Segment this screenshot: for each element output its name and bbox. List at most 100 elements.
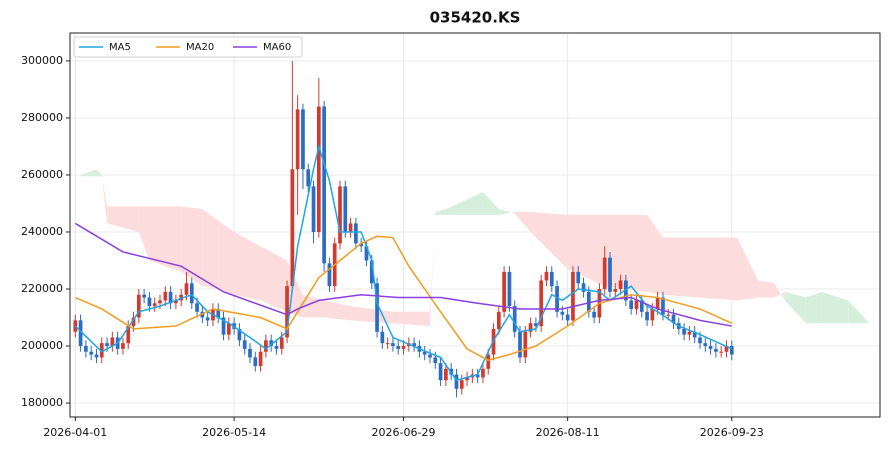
cloud-segment: [567, 214, 605, 287]
cloud-segment: [96, 169, 102, 177]
candle-body: [629, 300, 634, 309]
cloud-segment: [392, 311, 430, 327]
candle-body: [375, 283, 379, 332]
candle-body: [613, 289, 618, 292]
candle-body: [412, 343, 416, 347]
candle-body: [428, 354, 432, 358]
candle-body: [158, 300, 162, 304]
candle-body: [724, 346, 729, 352]
candle-body: [586, 291, 591, 312]
candle-body: [147, 297, 152, 307]
candle-body: [444, 368, 448, 381]
legend-label: MA20: [186, 42, 214, 53]
candle-body: [237, 328, 242, 341]
candle-body: [560, 311, 565, 315]
candle-body: [364, 246, 369, 261]
cloud-segment: [324, 300, 351, 321]
cloud-segment: [848, 300, 870, 324]
cloud-segment: [514, 212, 531, 232]
candle-body: [481, 368, 485, 378]
candle-body: [274, 346, 279, 349]
candle-body: [661, 297, 665, 315]
candle-body: [264, 340, 268, 352]
cloud-segment: [737, 237, 759, 301]
cloud-segment: [445, 192, 483, 215]
candle-body: [555, 286, 559, 312]
cloud-segment: [218, 220, 235, 295]
candle-body: [507, 271, 512, 307]
cloud-segment: [482, 192, 499, 215]
candle-body: [174, 300, 178, 304]
ma-line: [74, 235, 733, 362]
candle-body: [549, 271, 554, 287]
legend-box: [73, 36, 303, 58]
candle-body: [703, 343, 708, 347]
candle-body: [639, 300, 644, 312]
candle-body: [73, 320, 78, 332]
cloud-segment: [604, 214, 648, 292]
cloud-segment: [101, 174, 108, 224]
candle-body: [285, 286, 289, 338]
candle-body: [539, 280, 544, 327]
candle-body: [655, 297, 660, 309]
candle-body: [671, 314, 676, 324]
candle-body: [126, 326, 131, 344]
candle-body: [205, 317, 210, 321]
candle-body: [544, 271, 549, 281]
candle-body: [226, 323, 231, 335]
candle-body: [179, 294, 184, 301]
candle-body: [311, 186, 316, 232]
candle-body: [634, 300, 639, 309]
candle-body: [184, 283, 189, 295]
legend-label: MA5: [109, 42, 131, 53]
candle-body: [142, 294, 146, 298]
candle-body: [131, 317, 136, 327]
candle-body: [608, 257, 612, 292]
x-tick-label: 2026-04-01: [43, 426, 107, 439]
candle-body: [391, 343, 395, 347]
cloud-segment: [430, 212, 436, 327]
candle-body: [486, 354, 491, 369]
cloud-segment: [647, 214, 663, 295]
cloud-segment: [784, 291, 806, 324]
candle-body: [687, 331, 692, 335]
candle-body: [385, 343, 390, 345]
candle-body: [576, 271, 581, 284]
cloud-layer: [80, 169, 870, 327]
candle-body: [306, 169, 311, 187]
cloud-segment: [498, 209, 515, 215]
line-layer: [74, 143, 733, 382]
ma-line: [74, 222, 732, 327]
candle-body: [316, 106, 321, 232]
cloud-segment: [435, 209, 446, 215]
candle-body: [253, 357, 258, 366]
candle-body: [666, 314, 671, 316]
candle-body: [78, 320, 83, 347]
candle-body: [396, 346, 401, 349]
candle-body: [465, 377, 469, 381]
candle-body: [698, 337, 702, 344]
cloud-segment: [821, 291, 849, 324]
candle-body: [518, 331, 522, 358]
candle-body: [602, 257, 607, 289]
candle-body: [459, 380, 464, 389]
candle-body: [343, 186, 348, 232]
candle-body: [433, 357, 438, 364]
chart-title: 035420.KS: [430, 9, 521, 27]
candle-body: [401, 346, 406, 349]
candle-body: [592, 311, 596, 318]
y-tick-label: 300000: [21, 54, 63, 67]
candle-body: [168, 291, 173, 304]
candle-body: [565, 314, 570, 321]
candle-body: [714, 348, 718, 352]
candle-body: [534, 323, 538, 327]
candle-body: [369, 260, 374, 284]
plot-frame: [69, 32, 881, 418]
cloud-segment: [107, 206, 139, 232]
candle-body: [348, 223, 353, 232]
candle-body: [121, 343, 125, 349]
candle-body: [719, 351, 724, 353]
cloud-segment: [234, 231, 261, 301]
cloud-segment: [350, 306, 393, 324]
candle-body: [475, 374, 480, 378]
